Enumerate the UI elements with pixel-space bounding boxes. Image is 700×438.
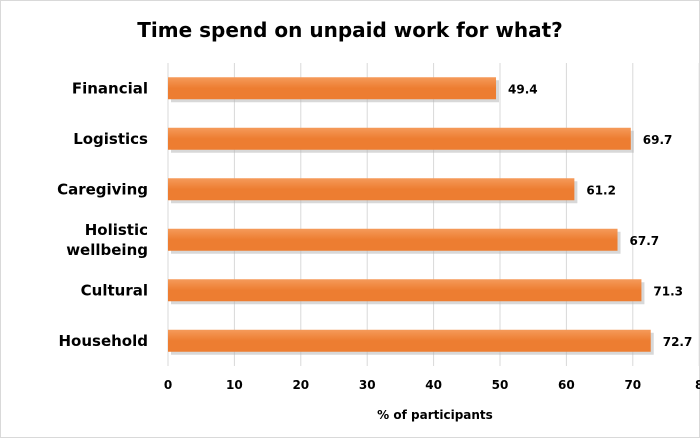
bar [168,329,651,352]
x-tick-label: 0 [164,378,172,392]
bar [168,127,631,150]
bar [168,77,497,100]
category-label: Household [58,332,148,350]
x-tick-label: 50 [492,378,509,392]
x-tick-label: 70 [624,378,641,392]
data-label: 72.7 [663,335,693,349]
x-tick-label: 30 [359,378,376,392]
data-label: 69.7 [643,133,673,147]
x-tick-label: 40 [425,378,442,392]
labels: 0 10 20 30 40 50 60 70 8 % of participants 49.4 Fin… [57,79,700,422]
bars [168,77,654,355]
data-label: 67.7 [630,234,660,248]
data-label: 49.4 [508,82,538,96]
chart-title: Time spend on unpaid work for what? [137,18,563,42]
category-label: Holistic [85,221,148,239]
x-tick-label: 8 [695,378,700,392]
bar [168,279,642,302]
category-label: Logistics [73,130,148,148]
category-label: Financial [72,79,148,97]
category-label: wellbeing [66,241,148,259]
category-label: Caregiving [57,180,148,198]
bar [168,178,575,201]
data-label: 71.3 [653,284,683,298]
category-label: Cultural [81,281,148,299]
x-tick-label: 10 [226,378,243,392]
gridlines [167,63,700,366]
x-axis-title: % of participants [377,408,493,422]
bar [168,228,618,251]
x-tick-label: 60 [558,378,575,392]
x-tick-label: 20 [292,378,309,392]
data-label: 61.2 [586,183,616,197]
